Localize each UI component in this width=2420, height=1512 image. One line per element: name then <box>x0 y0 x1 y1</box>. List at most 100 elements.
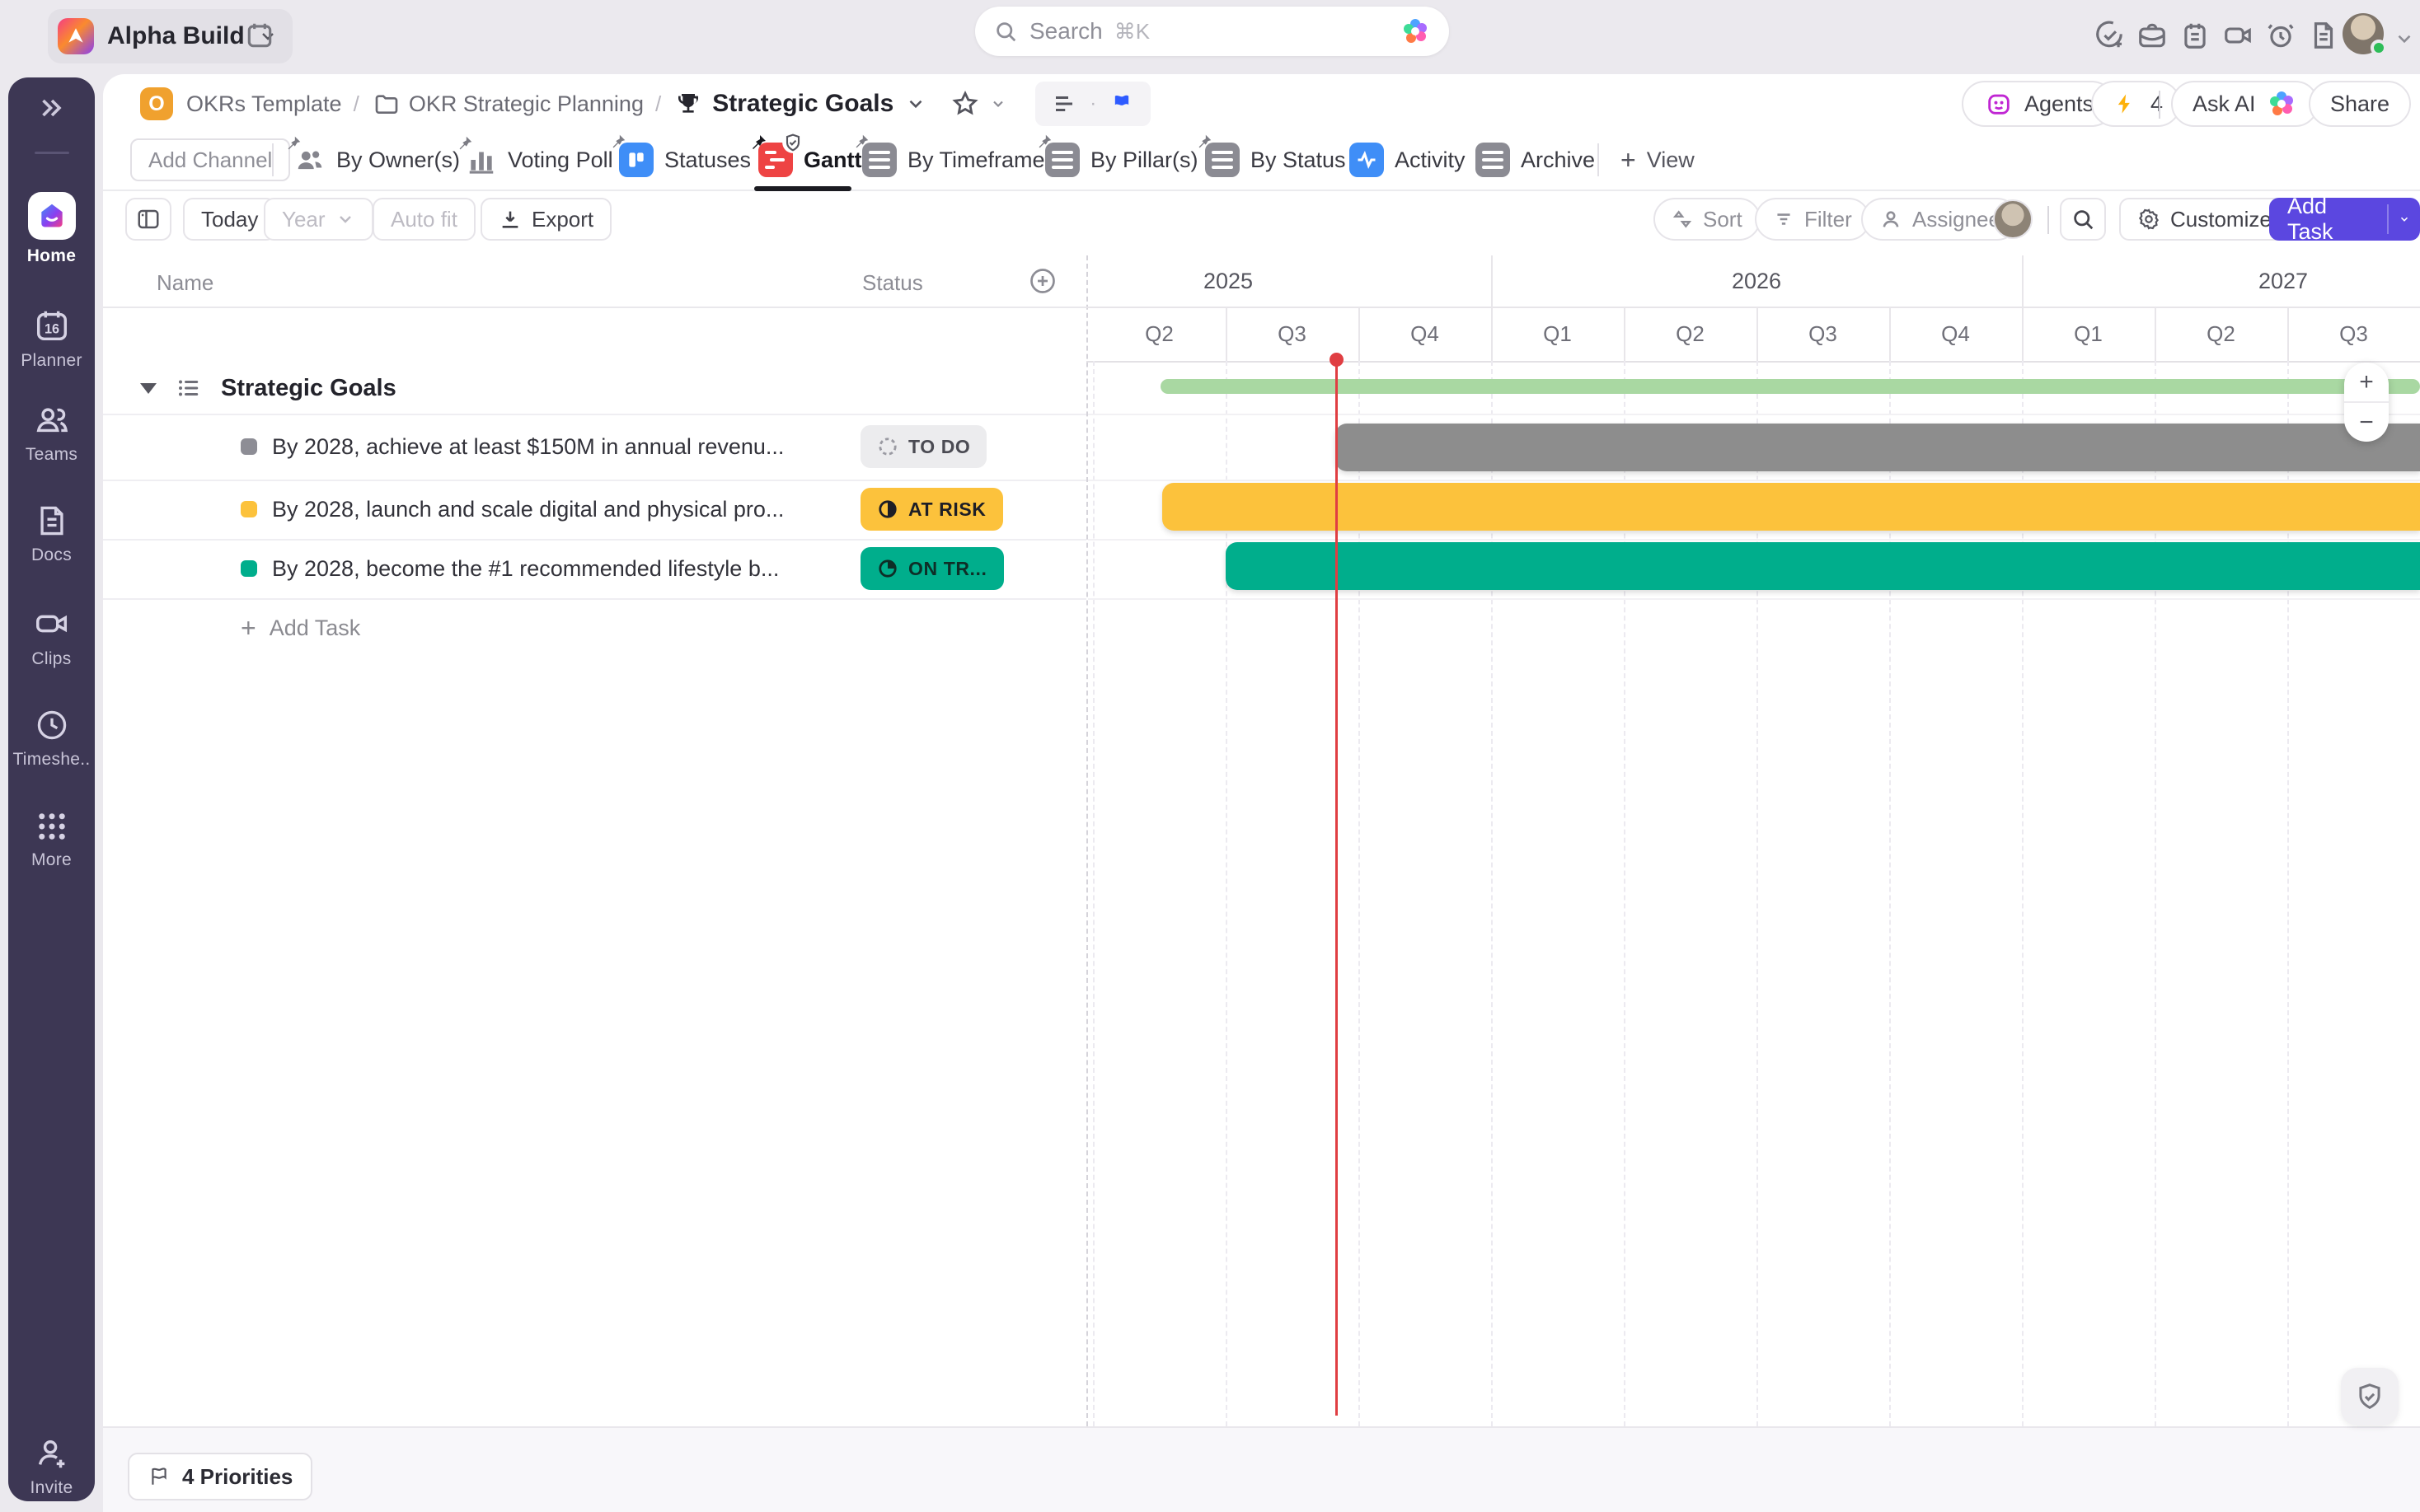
user-avatar[interactable] <box>2343 13 2387 56</box>
export-button[interactable]: Export <box>481 198 612 241</box>
pane-resize-handle[interactable] <box>1086 255 1088 1426</box>
expand-sidebar-icon[interactable] <box>36 92 68 124</box>
workspace-logo <box>58 18 94 54</box>
tab-gantt-active[interactable]: Gantt <box>753 132 862 183</box>
priority-flag-icon[interactable] <box>1106 88 1137 119</box>
status-bullet[interactable] <box>241 501 257 517</box>
add-task-dropdown-chevron[interactable] <box>2389 204 2420 235</box>
gantt-grid-line <box>2155 361 2156 1426</box>
sidebar-item-planner[interactable]: 16 Planner <box>8 307 95 371</box>
sidebar-item-home[interactable]: Home <box>8 192 95 266</box>
breadcrumb-space[interactable]: OKRs Template <box>186 91 342 116</box>
search-shortcut: ⌘K <box>1114 18 1151 44</box>
gantt-row-line <box>1088 598 2420 600</box>
global-search[interactable]: Search ⌘K <box>975 7 1449 56</box>
privacy-shield-button[interactable] <box>2341 1368 2399 1425</box>
today-button[interactable]: Today <box>183 198 277 241</box>
collapse-caret-icon[interactable] <box>140 382 157 394</box>
ai-flower-icon[interactable] <box>1400 16 1431 47</box>
tab-label: By Timeframe <box>908 147 1045 172</box>
notepad-icon[interactable] <box>2179 20 2211 51</box>
zoom-out-button[interactable]: − <box>2359 408 2374 436</box>
main-panel <box>103 74 2420 1426</box>
ask-ai-button[interactable]: Ask AI <box>2171 81 2319 127</box>
add-channel-button[interactable]: Add Channel <box>130 138 291 181</box>
task-name[interactable]: By 2028, launch and scale digital and ph… <box>272 496 785 522</box>
star-chevron-icon[interactable] <box>983 88 1014 119</box>
agents-button[interactable]: Agents <box>1962 81 2116 127</box>
sort-button[interactable]: Sort <box>1653 198 1761 241</box>
filter-button[interactable]: Filter <box>1755 198 1870 241</box>
gantt-summary-bar[interactable] <box>1161 379 2420 394</box>
zoom-level-select[interactable]: Year <box>264 198 373 241</box>
gantt-bar-on-track[interactable] <box>1226 542 2420 590</box>
inbox-icon[interactable] <box>2136 20 2168 51</box>
sidebar-item-teams[interactable]: Teams <box>8 400 95 465</box>
task-row[interactable]: By 2028, achieve at least $150M in annua… <box>241 414 1086 480</box>
tab-by-owners[interactable]: By Owner(s) <box>288 136 461 183</box>
sidebar-item-invite[interactable]: Invite <box>8 1434 95 1498</box>
column-header-name[interactable]: Name <box>157 270 214 295</box>
gantt-bar-todo[interactable] <box>1335 424 2420 471</box>
add-view-button[interactable]: + View <box>1620 137 1695 183</box>
description-lines-icon[interactable] <box>1048 88 1080 119</box>
tab-activity[interactable]: Activity <box>1349 137 1466 183</box>
group-row-strategic-goals[interactable]: Strategic Goals <box>140 363 1086 414</box>
gantt-bar-at-risk[interactable] <box>1162 483 2420 531</box>
planner-calendar-icon: 16 <box>33 307 71 344</box>
share-button[interactable]: Share <box>2309 81 2412 127</box>
space-badge[interactable]: O <box>140 87 173 120</box>
column-header-status[interactable]: Status <box>862 270 923 295</box>
workspace-switcher[interactable]: Alpha Build <box>48 9 293 63</box>
assignee-filter-button[interactable]: Assignee <box>1861 198 2019 241</box>
group-title[interactable]: Strategic Goals <box>221 374 396 401</box>
task-row[interactable]: By 2028, launch and scale digital and ph… <box>241 480 1086 539</box>
breadcrumb-project[interactable]: OKR Strategic Planning <box>408 91 644 116</box>
gantt-row-line <box>1088 414 2420 415</box>
sidebar-item-clips[interactable]: Clips <box>8 605 95 669</box>
breadcrumb-current-view[interactable]: Strategic Goals <box>712 90 894 117</box>
sidebar-item-timesheets[interactable]: Timeshe.. <box>8 707 95 770</box>
chevron-down-icon[interactable] <box>900 88 931 119</box>
reminders-icon[interactable] <box>2265 20 2296 51</box>
task-name[interactable]: By 2028, achieve at least $150M in annua… <box>272 433 785 459</box>
search-tasks-button[interactable] <box>2060 198 2106 241</box>
status-badge[interactable]: AT RISK <box>861 488 1003 531</box>
calendar-icon[interactable] <box>244 20 275 51</box>
customize-button[interactable]: Customize <box>2119 198 2290 241</box>
new-task-icon[interactable] <box>2094 20 2125 51</box>
task-row[interactable]: By 2028, become the #1 recommended lifes… <box>241 539 1086 598</box>
add-task-row[interactable]: + Add Task <box>241 598 360 658</box>
ai-credits-button[interactable]: 4 <box>2091 81 2182 127</box>
priorities-button[interactable]: 4 Priorities <box>128 1453 313 1500</box>
favorite-star-icon[interactable] <box>950 88 981 119</box>
tab-by-timeframe[interactable]: By Timeframe <box>856 134 1045 183</box>
status-bullet[interactable] <box>241 438 257 455</box>
add-column-button[interactable] <box>1027 265 1058 297</box>
tab-label: Voting Poll <box>508 147 613 172</box>
sidebar-item-more[interactable]: More <box>8 809 95 870</box>
zoom-in-button[interactable]: + <box>2344 363 2389 403</box>
record-clip-icon[interactable] <box>2222 20 2254 51</box>
tab-archive[interactable]: Archive <box>1475 137 1595 183</box>
status-bullet[interactable] <box>241 560 257 577</box>
tab-voting-poll[interactable]: Voting Poll <box>459 136 613 183</box>
add-task-button[interactable]: Add Task <box>2269 194 2420 244</box>
year-grid-line <box>2022 255 2024 307</box>
status-badge[interactable]: ON TR... <box>861 547 1004 590</box>
account-chevron-icon[interactable] <box>2389 23 2420 54</box>
tab-by-pillars[interactable]: By Pillar(s) <box>1039 134 1198 183</box>
doc-icon[interactable] <box>2308 20 2339 51</box>
toggle-sidebar-panel-button[interactable] <box>125 198 171 241</box>
status-badge[interactable]: TO DO <box>861 425 987 468</box>
home-icon <box>27 192 76 240</box>
plus-icon: + <box>241 612 256 643</box>
sidebar-item-docs[interactable]: Docs <box>8 503 95 565</box>
task-name[interactable]: By 2028, become the #1 recommended lifes… <box>272 555 780 581</box>
assignee-avatar[interactable] <box>1993 199 2033 239</box>
auto-fit-button[interactable]: Auto fit <box>373 198 476 241</box>
tab-statuses[interactable]: Statuses <box>612 134 751 183</box>
tab-label: By Owner(s) <box>336 147 461 172</box>
gantt-grid-line <box>2287 361 2289 1426</box>
tab-by-status[interactable]: By Status <box>1198 134 1346 183</box>
